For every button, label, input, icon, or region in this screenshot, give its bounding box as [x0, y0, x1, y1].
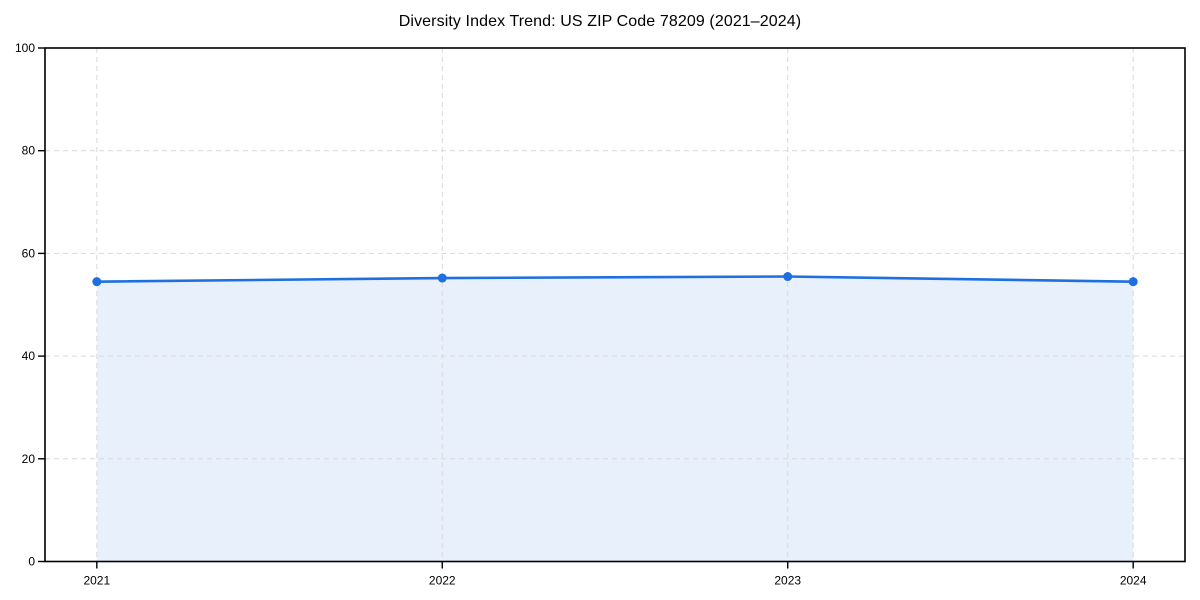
trend-line: [95, 275, 1135, 283]
y-tick-label: 60: [22, 246, 36, 260]
x-tick-label: 2021: [83, 574, 110, 588]
area-fill: [96, 276, 1134, 562]
data-point-2021: [92, 277, 102, 287]
y-tick-label: 80: [22, 144, 36, 158]
y-tick-label: 0: [28, 555, 35, 569]
data-point-2024: [1128, 277, 1138, 287]
data-point-2023: [783, 272, 793, 282]
x-tick-label: 2023: [774, 574, 801, 588]
chart-title: Diversity Index Trend: US ZIP Code 78209…: [398, 13, 802, 30]
y-tick-label: 100: [15, 41, 35, 55]
plot-border: [44, 47, 1186, 563]
data-point-2022: [437, 273, 447, 283]
y-tick-label: 40: [22, 349, 36, 363]
y-tick-label: 20: [22, 452, 36, 466]
x-tick-label: 2024: [1120, 574, 1147, 588]
x-tick-label: 2022: [429, 574, 456, 588]
